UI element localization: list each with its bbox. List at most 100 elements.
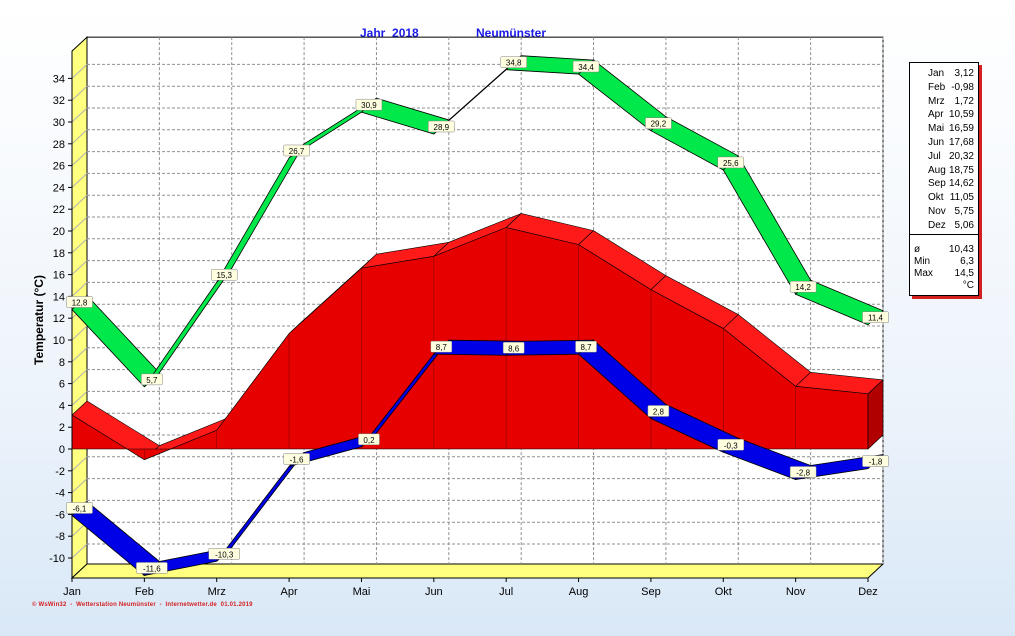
x-tick-label: Jul bbox=[499, 586, 513, 598]
y-tick-label: 26 bbox=[53, 161, 65, 173]
y-tick-label: 30 bbox=[53, 117, 65, 129]
max-label-box bbox=[141, 373, 163, 386]
max-data-label: 12,8 bbox=[72, 298, 88, 307]
min-data-label: 2,8 bbox=[653, 407, 665, 416]
min-label-box bbox=[717, 439, 745, 451]
y-gridline-side bbox=[71, 216, 88, 232]
stat-month-row: Apr 10,59 bbox=[910, 108, 978, 121]
min-data-label: 8,7 bbox=[436, 343, 448, 352]
y-gridline-side bbox=[71, 173, 88, 188]
stat-month-value: 17,68 bbox=[948, 137, 974, 148]
max-label-box bbox=[283, 144, 310, 157]
y-gridline-side bbox=[71, 347, 88, 363]
stat-month-value: 5,06 bbox=[954, 219, 974, 231]
x-tick-label: Mai bbox=[353, 586, 371, 598]
max-data-label: 29,2 bbox=[651, 120, 667, 129]
min-data-label: -2,8 bbox=[796, 469, 810, 478]
max-data-label: 5,7 bbox=[146, 376, 158, 385]
stat-month-row: Jul 20,32 bbox=[910, 150, 978, 163]
min-data-label: -11,6 bbox=[143, 564, 161, 573]
min-data-label: -1,6 bbox=[290, 455, 304, 464]
stat-month-label: Feb bbox=[928, 81, 946, 93]
min-label-box bbox=[789, 466, 817, 478]
y-tick-label: 24 bbox=[53, 182, 65, 194]
x-tick-label: Mrz bbox=[208, 586, 226, 598]
y-gridline-side bbox=[71, 369, 88, 384]
min-label-box bbox=[502, 342, 525, 354]
y-gridline-side bbox=[71, 194, 88, 210]
y-gridline-side bbox=[71, 325, 88, 341]
stat-min-value: 6,3 bbox=[960, 256, 974, 267]
max-data-label: 34,4 bbox=[578, 63, 594, 72]
y-tick-label: -6 bbox=[55, 509, 65, 521]
stat-month-row: Jan 3,12 bbox=[910, 67, 978, 80]
y-tick-label: 6 bbox=[59, 379, 65, 391]
y-tick-label: -10 bbox=[49, 553, 65, 565]
y-gridline-side bbox=[71, 456, 88, 472]
stat-month-label: Jul bbox=[928, 150, 941, 162]
max-label-box bbox=[789, 280, 817, 293]
min-label-box bbox=[647, 405, 670, 417]
max-label-box bbox=[645, 117, 672, 129]
y-tick-label: 20 bbox=[53, 226, 65, 238]
y-gridline-side bbox=[71, 543, 88, 559]
min-data-label: -10,3 bbox=[215, 550, 234, 559]
y-tick-label: 2 bbox=[59, 422, 65, 434]
max-label-box bbox=[428, 120, 455, 133]
footer-credit: © WsWin32 - Wetterstation Neumünster - I… bbox=[32, 602, 253, 608]
stat-month-row: Sep 14,62 bbox=[910, 177, 978, 190]
stats-panel: Jan 3,12 Feb -0,98 Mrz 1,72 Apr 10,59 Mai 16,59 Ju… bbox=[909, 62, 979, 296]
max-data-label: 14,2 bbox=[795, 283, 811, 292]
x-tick-label: Feb bbox=[135, 586, 154, 598]
stat-month-label: Jan bbox=[928, 68, 945, 79]
y-gridline-side bbox=[71, 391, 88, 406]
min-label-box bbox=[575, 340, 597, 353]
max-data-label: 25,6 bbox=[723, 159, 739, 168]
min-data-label: 0,2 bbox=[363, 436, 375, 445]
stat-month-label: Jun bbox=[928, 137, 945, 148]
x-tick-label: Dez bbox=[858, 586, 878, 598]
stat-month-value: 1,72 bbox=[954, 95, 974, 107]
min-label-box bbox=[862, 455, 889, 467]
y-gridline-side bbox=[71, 85, 88, 101]
min-data-label: 8,7 bbox=[580, 343, 592, 352]
x-tick-label: Sep bbox=[641, 586, 661, 598]
stat-max-value: 14,5 bbox=[954, 268, 974, 279]
min-label-box bbox=[208, 548, 240, 560]
y-gridline-side bbox=[71, 64, 88, 79]
y-gridline-side bbox=[71, 107, 88, 123]
stat-month-value: 10,59 bbox=[948, 109, 974, 121]
stat-min: Min 6,3 bbox=[910, 255, 978, 268]
stats-divider bbox=[910, 234, 978, 235]
y-tick-label: 14 bbox=[53, 291, 65, 303]
chart-title: Jahr 2018 Neumünster bbox=[0, 26, 1015, 44]
stat-month-row: Jun 17,68 bbox=[910, 136, 978, 149]
x-tick-label: Apr bbox=[281, 586, 298, 598]
stat-month-label: Aug bbox=[928, 164, 946, 176]
y-gridline-side bbox=[71, 260, 88, 275]
min-data-label: 8,6 bbox=[508, 344, 520, 353]
y-tick-label: 8 bbox=[59, 357, 65, 369]
stat-month-row: Mrz 1,72 bbox=[910, 95, 978, 108]
stat-unit: °C bbox=[910, 279, 978, 292]
stat-month-row: Okt 11,05 bbox=[910, 191, 978, 204]
x-tick-label: Aug bbox=[569, 586, 589, 598]
x-tick-label: Jan bbox=[63, 586, 81, 598]
min-label-box bbox=[430, 340, 453, 353]
y-tick-label: 28 bbox=[53, 139, 65, 151]
y-gridline-side bbox=[71, 238, 88, 254]
stat-month-label: Nov bbox=[928, 206, 946, 217]
mean-area-side bbox=[867, 379, 884, 450]
y-tick-label: 32 bbox=[53, 95, 65, 107]
stat-month-row: Mai 16,59 bbox=[910, 122, 978, 135]
max-data-label: 11,4 bbox=[868, 314, 884, 323]
min-label-box bbox=[136, 562, 168, 574]
title-year: Jahr 2018 bbox=[360, 26, 419, 40]
stat-month-value: 18,75 bbox=[948, 164, 974, 176]
stat-month-value: 16,59 bbox=[948, 123, 974, 135]
max-label-box bbox=[572, 60, 600, 73]
y-gridline-side bbox=[71, 151, 88, 166]
y-tick-label: 0 bbox=[59, 444, 65, 456]
y-tick-label: -8 bbox=[55, 531, 65, 543]
stat-month-value: 5,75 bbox=[954, 206, 974, 217]
